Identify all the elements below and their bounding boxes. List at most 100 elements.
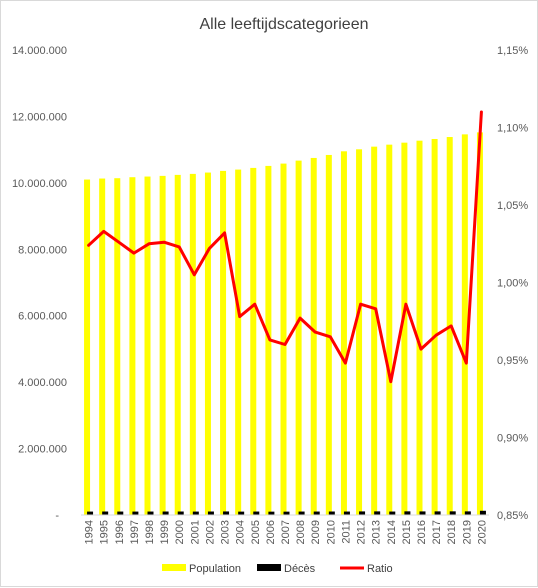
- x-tick-label: 2004: [235, 520, 247, 544]
- x-tick-label: 2003: [220, 520, 232, 544]
- x-tick-label: 2000: [174, 520, 186, 544]
- deces-bar: [314, 512, 320, 515]
- population-bar: [311, 158, 317, 515]
- deces-bar: [148, 512, 154, 515]
- deces-bar: [284, 512, 290, 515]
- right-tick-label: 1,05%: [497, 200, 528, 212]
- x-tick-label: 2016: [416, 520, 428, 544]
- population-bar: [371, 147, 377, 515]
- right-tick-label: 0,95%: [497, 355, 528, 367]
- population-bar: [250, 168, 256, 515]
- x-tick-label: 2009: [310, 520, 322, 544]
- population-bar: [296, 161, 302, 515]
- deces-bar: [178, 512, 184, 515]
- x-tick-label: 1999: [159, 520, 171, 544]
- deces-bar: [253, 512, 259, 515]
- deces-bar: [329, 512, 335, 515]
- right-tick-label: 1,10%: [497, 123, 528, 135]
- left-tick-label: 4.000.000: [18, 377, 67, 389]
- population-bar: [356, 149, 362, 515]
- legend-swatch: [257, 564, 281, 571]
- x-tick-label: 2006: [265, 520, 277, 544]
- x-tick-label: 2013: [371, 520, 383, 544]
- x-tick-label: 2012: [356, 520, 368, 544]
- deces-bar: [359, 511, 365, 515]
- deces-bar: [389, 512, 395, 515]
- population-bar: [205, 173, 211, 515]
- left-tick-label: 14.000.000: [12, 45, 67, 57]
- right-tick-label: 0,90%: [497, 433, 528, 445]
- deces-bar: [480, 511, 486, 515]
- population-bar: [220, 171, 226, 515]
- right-axis: 0,85% 0,90% 0,95% 1,00% 1,05% 1,10% 1,15%: [497, 45, 528, 522]
- x-tick-label: 2008: [295, 520, 307, 544]
- deces-bar: [117, 512, 123, 515]
- left-tick-label: -: [55, 510, 59, 522]
- x-tick-label: 2011: [340, 520, 352, 544]
- x-tick-label: 2018: [446, 520, 458, 544]
- population-bar: [84, 180, 90, 515]
- population-bar: [386, 145, 392, 515]
- x-tick-label: 2001: [189, 520, 201, 544]
- left-tick-label: 6.000.000: [18, 311, 67, 323]
- deces-bar: [268, 512, 274, 515]
- deces-bar: [193, 512, 199, 515]
- deces-bar: [102, 512, 108, 515]
- x-tick-label: 2010: [325, 520, 337, 544]
- deces-bar: [87, 512, 93, 515]
- right-tick-label: 0,85%: [497, 510, 528, 522]
- x-tick-label: 1995: [99, 520, 111, 544]
- population-bar: [129, 177, 135, 515]
- population-bar: [432, 139, 438, 515]
- deces-bar: [450, 511, 456, 515]
- right-tick-label: 1,15%: [497, 45, 528, 57]
- bar-series: [84, 132, 486, 515]
- population-bar: [462, 134, 468, 515]
- x-tick-label: 2020: [476, 520, 488, 544]
- deces-bar: [344, 512, 350, 515]
- deces-bar: [163, 512, 169, 515]
- legend-label: Population: [189, 563, 241, 575]
- deces-bar: [420, 511, 426, 515]
- population-bar: [175, 175, 181, 515]
- population-bar: [145, 177, 151, 515]
- left-tick-label: 2.000.000: [18, 444, 67, 456]
- x-tick-label: 1998: [144, 520, 156, 544]
- x-tick-label: 2002: [204, 520, 216, 544]
- population-bar: [417, 141, 423, 515]
- x-tick-label: 1996: [114, 520, 126, 544]
- x-tick-label: 2017: [431, 520, 443, 544]
- population-bar: [190, 174, 196, 515]
- population-bar: [281, 164, 287, 515]
- population-bar: [341, 151, 347, 515]
- x-tick-label: 2005: [250, 520, 262, 544]
- x-tick-label: 2007: [280, 520, 292, 544]
- x-tick-label: 1997: [129, 520, 141, 544]
- left-tick-label: 12.000.000: [12, 111, 67, 123]
- chart-title: Alle leeftijdscategorieen: [200, 16, 369, 33]
- population-bar: [114, 178, 120, 515]
- left-tick-label: 8.000.000: [18, 244, 67, 256]
- x-tick-label: 2019: [461, 520, 473, 544]
- legend-swatch: [162, 564, 186, 571]
- deces-bar: [404, 511, 410, 515]
- x-tick-label: 1994: [84, 520, 96, 544]
- deces-bar: [465, 511, 471, 515]
- legend-label: Décès: [284, 563, 316, 575]
- deces-bar: [208, 512, 214, 515]
- population-bar: [160, 176, 166, 515]
- deces-bar: [299, 512, 305, 515]
- deces-bar: [223, 511, 229, 515]
- right-tick-label: 1,00%: [497, 278, 528, 290]
- deces-bar: [238, 512, 244, 515]
- left-tick-label: 10.000.000: [12, 178, 67, 190]
- x-tick-label: 2015: [401, 520, 413, 544]
- population-bar: [99, 179, 105, 515]
- left-axis: - 2.000.000 4.000.000 6.000.000 8.000.000 10.…: [12, 45, 67, 522]
- deces-bar: [374, 511, 380, 515]
- deces-bar: [435, 511, 441, 515]
